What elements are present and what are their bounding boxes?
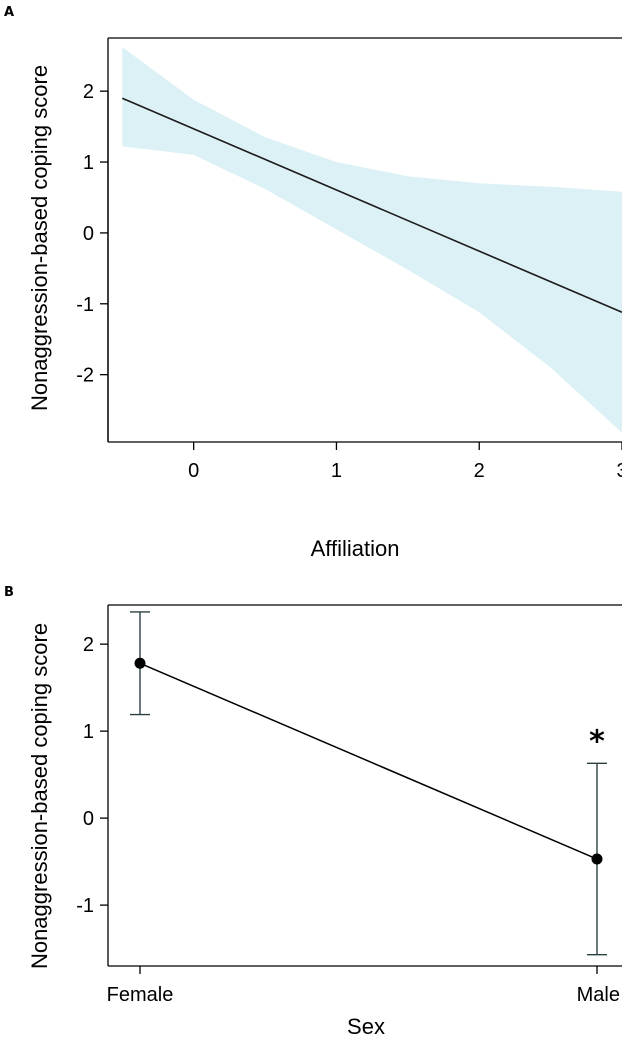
b-point-female	[134, 657, 146, 669]
b-annotation-group: *	[589, 724, 605, 759]
b-y-axis-title: Nonaggression-based coping score	[27, 623, 52, 969]
panel-a: A -2 -1 0 1 2 0 1 2 3 Affiliation Nonaggression-…	[4, 5, 622, 561]
b-x-tick-label-male: Male	[577, 984, 620, 1006]
a-y-tick-label: 1	[83, 152, 94, 174]
a-tick-group: -2 -1 0 1 2 0 1 2 3	[76, 81, 622, 482]
a-confidence-band	[122, 47, 622, 433]
b-point-male	[591, 853, 603, 865]
b-point-group	[134, 657, 603, 865]
a-y-tick-label: -1	[76, 294, 94, 316]
b-tick-group: -1 0 1 2 Female Male	[76, 634, 620, 1006]
a-regression-line-group	[121, 97, 622, 314]
b-y-tick-label: -1	[76, 895, 94, 917]
a-y-tick-label: -2	[76, 365, 94, 387]
a-y-tick-label: 0	[83, 223, 94, 245]
a-x-tick-label: 0	[188, 460, 199, 482]
a-regression-line	[121, 97, 622, 314]
panel-a-label: A	[4, 5, 14, 20]
a-confidence-band-group	[122, 47, 622, 433]
panel-b: B -1 0 1 2 Female Male * Sex Nonaggression-ba…	[4, 585, 622, 1039]
b-x-axis-title: Sex	[347, 1014, 385, 1039]
a-y-axis-title: Nonaggression-based coping score	[27, 65, 52, 411]
b-series-line	[139, 662, 598, 860]
a-x-tick-label: 1	[331, 460, 342, 482]
b-y-tick-label: 0	[83, 808, 94, 830]
panel-b-label: B	[4, 585, 14, 600]
b-x-tick-label-female: Female	[107, 984, 174, 1006]
a-y-tick-label: 2	[83, 81, 94, 103]
a-x-tick-label: 2	[474, 460, 485, 482]
b-y-tick-label: 2	[83, 634, 94, 656]
b-y-tick-label: 1	[83, 721, 94, 743]
b-errorbar-group	[130, 611, 607, 956]
a-x-axis-title: Affiliation	[311, 536, 400, 561]
a-x-tick-label: 3	[616, 460, 622, 482]
b-line-group	[139, 662, 598, 860]
b-axes	[107, 604, 622, 967]
b-significance-marker: *	[589, 724, 605, 759]
